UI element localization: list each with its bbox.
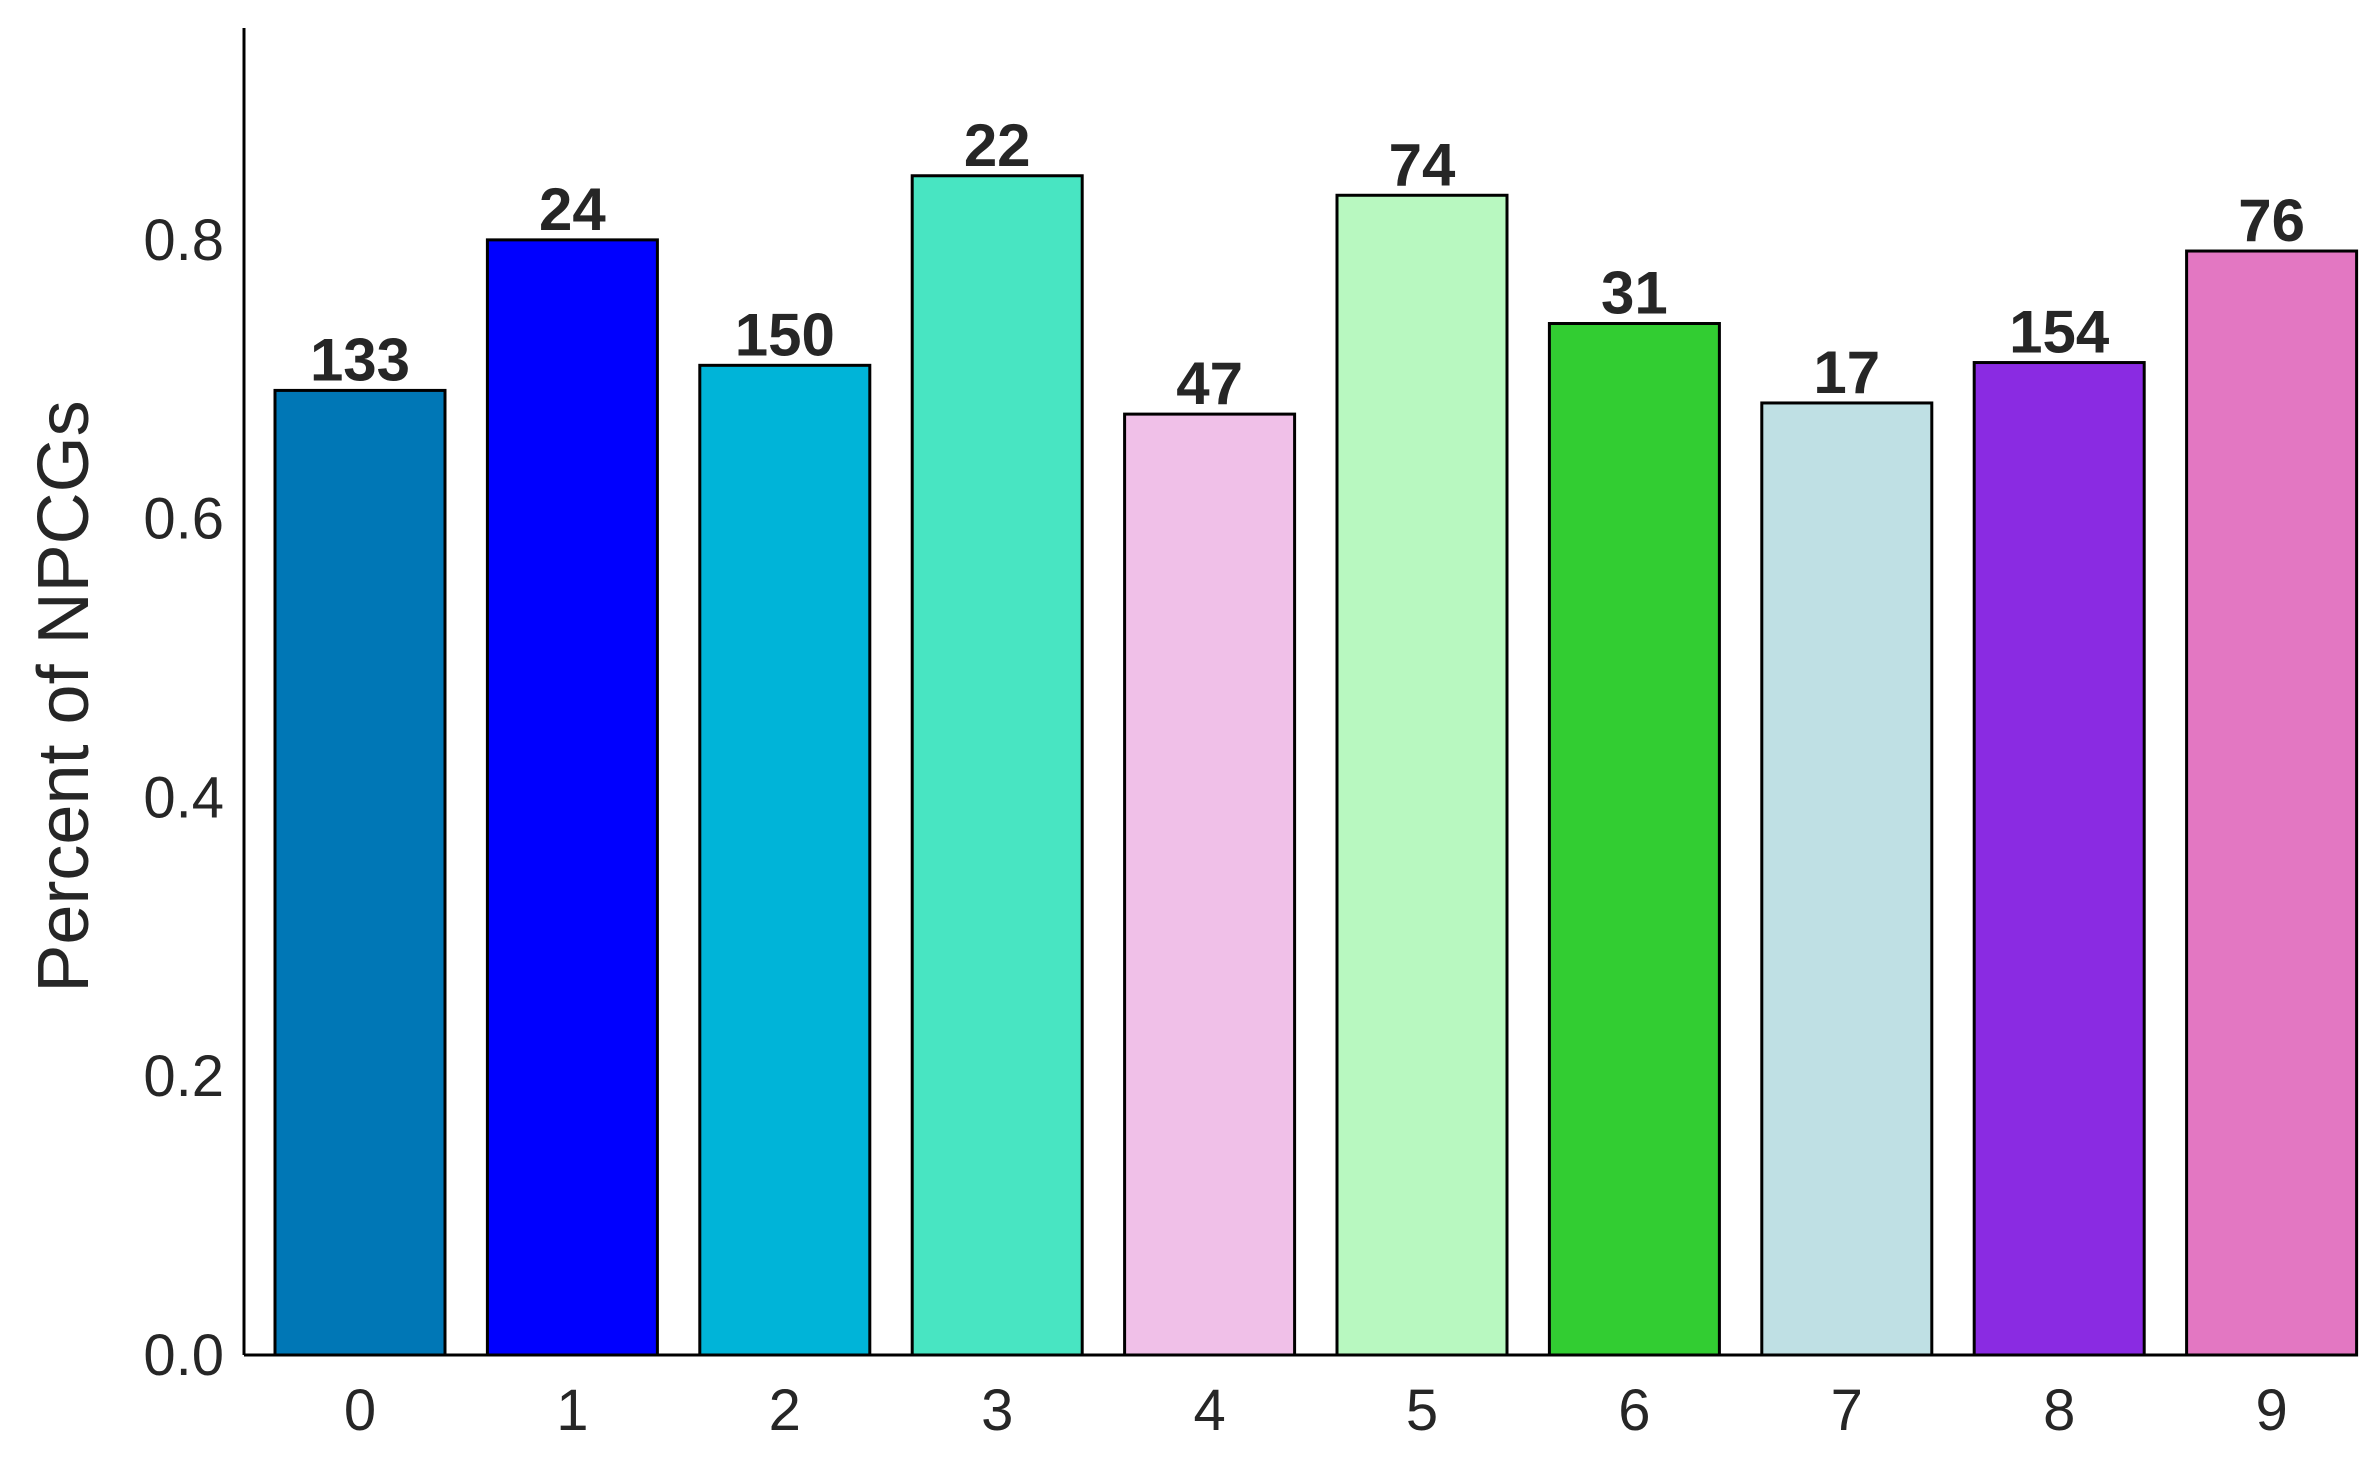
bar-8 [1972,361,2146,1357]
bar-3 [910,174,1084,1357]
bar-label-2: 150 [735,301,835,368]
bar-1 [485,238,659,1357]
bars-group [273,174,2359,1357]
x-tick-label-4: 4 [1193,1378,1225,1443]
y-tick-label-2: 0.4 [143,765,224,830]
y-tick-label-4: 0.8 [143,208,224,273]
bar-label-0: 133 [310,326,410,393]
x-tick-labels: 0 1 2 3 4 5 6 7 8 9 [344,1378,2288,1443]
bar-9 [2185,249,2359,1357]
y-tick-labels: 0.0 0.2 0.4 0.6 0.8 [143,208,224,1388]
x-tick-label-7: 7 [1831,1378,1863,1443]
bar-4 [1123,412,1297,1357]
x-tick-label-1: 1 [556,1378,588,1443]
y-tick-label-0: 0.0 [143,1323,224,1388]
x-tick-label-0: 0 [344,1378,376,1443]
x-tick-label-9: 9 [2255,1378,2287,1443]
bar-7 [1760,401,1934,1357]
y-tick-label-3: 0.6 [143,487,224,552]
bar-0 [273,388,447,1357]
x-tick-label-2: 2 [769,1378,801,1443]
x-tick-label-5: 5 [1406,1378,1438,1443]
bar-label-3: 22 [964,112,1031,179]
x-tick-label-3: 3 [981,1378,1013,1443]
y-tick-label-1: 0.2 [143,1044,224,1109]
bar-label-8: 154 [2009,299,2110,366]
bar-label-7: 17 [1813,339,1880,406]
x-tick-label-6: 6 [1618,1378,1650,1443]
bar-5 [1335,193,1509,1357]
bar-label-1: 24 [539,176,606,243]
y-axis-title: Percent of NPCGs [24,400,104,992]
bar-labels-group: 133 24 150 22 47 74 31 17 154 76 [310,112,2305,417]
bar-label-6: 31 [1601,260,1668,327]
bar-label-5: 74 [1389,131,1456,198]
bar-6 [1547,322,1721,1357]
bar-2 [698,363,872,1357]
bar-label-4: 47 [1176,350,1243,417]
bar-label-9: 76 [2238,187,2305,254]
x-tick-label-8: 8 [2043,1378,2075,1443]
